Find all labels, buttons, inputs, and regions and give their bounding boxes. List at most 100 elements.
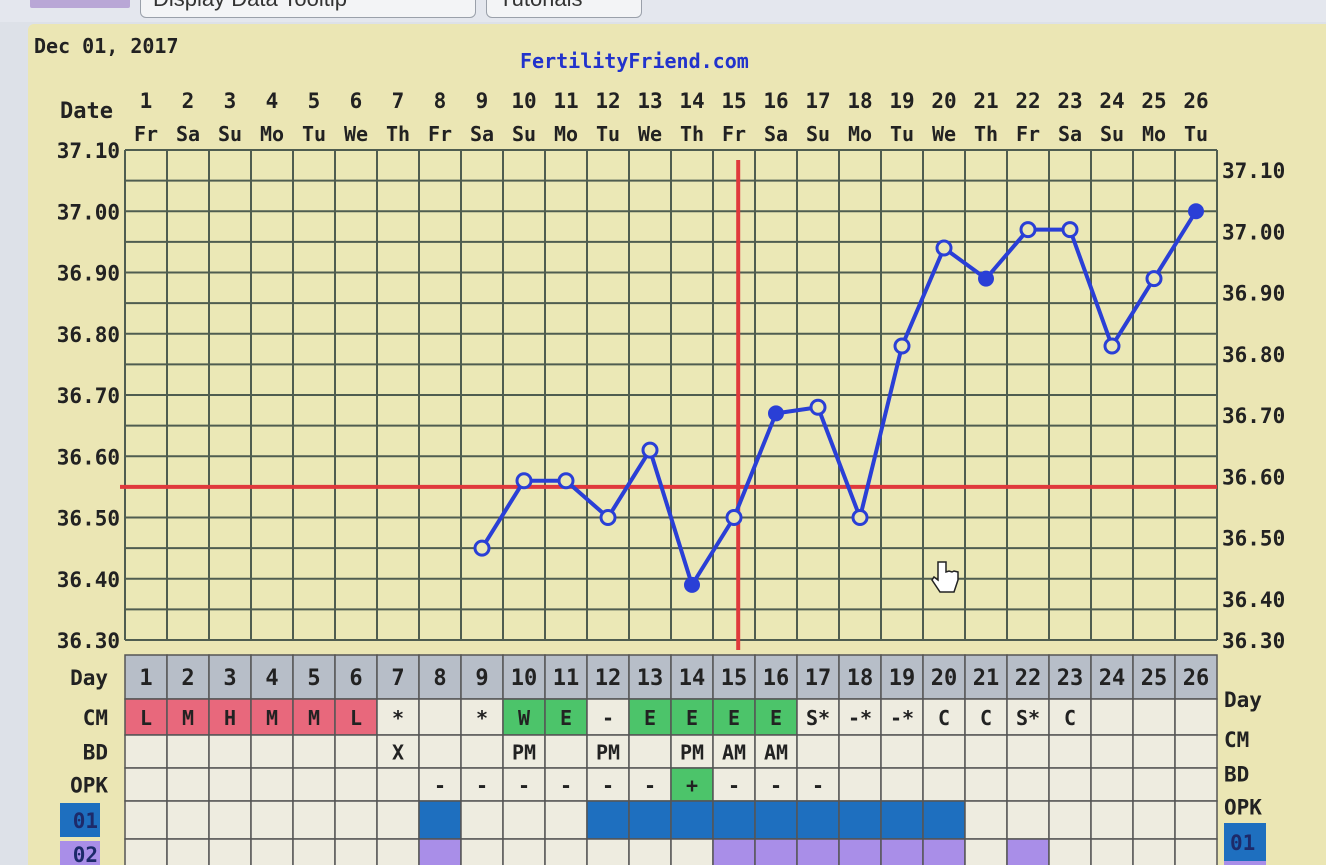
r02-cell — [460, 838, 504, 865]
cm-cell-text: * — [476, 706, 488, 730]
bd-cell — [754, 734, 798, 769]
cm-cell-text: M — [308, 706, 320, 730]
day-cell — [964, 654, 1008, 700]
r01-cell — [1174, 800, 1218, 840]
y-tick-label-right: 36.50 — [1222, 527, 1285, 551]
cm-cell-text: -* — [848, 706, 872, 730]
y-tick-label-left: 36.50 — [57, 507, 120, 531]
y-tick-label-right: 37.10 — [1222, 159, 1285, 183]
opk-cell — [334, 767, 378, 802]
date-tick-label: 17 — [805, 89, 830, 113]
r02-cell — [1048, 838, 1092, 865]
day-cell-text: 22 — [1015, 666, 1042, 691]
r02-cell — [376, 838, 420, 865]
r02-cell — [796, 838, 840, 865]
display-data-tooltip-button[interactable]: Display Data Tooltip — [140, 0, 476, 18]
day-cell — [670, 654, 714, 700]
r01-cell — [586, 800, 630, 840]
cm-cell — [1048, 698, 1092, 736]
tutorials-button[interactable]: Tutorials — [486, 0, 642, 18]
bd-cell — [880, 734, 924, 769]
opk-cell-text: - — [812, 774, 824, 798]
bd-row-label-right: BD — [1224, 763, 1249, 787]
chart-start-date: Dec 01, 2017 — [34, 34, 179, 58]
day-cell-text: 16 — [763, 666, 790, 691]
temperature-point — [1061, 221, 1079, 239]
weekday-label: Sa — [1058, 122, 1082, 146]
r02-cell — [124, 838, 168, 865]
day-cell-text: 21 — [973, 666, 1000, 691]
day-cell-text: 18 — [847, 666, 874, 691]
r01-cell — [754, 800, 798, 840]
r02-cell — [586, 838, 630, 865]
opk-cell — [1132, 767, 1176, 802]
date-tick-label: 26 — [1183, 89, 1208, 113]
opk-cell — [880, 767, 924, 802]
weekday-label: Mo — [1142, 122, 1166, 146]
opk-cell — [1090, 767, 1134, 802]
bd-cell — [124, 734, 168, 769]
weekday-label: We — [932, 122, 956, 146]
r01-cell — [712, 800, 756, 840]
opk-cell — [1174, 767, 1218, 802]
cm-cell-text: C — [980, 706, 992, 730]
opk-row-label-right: OPK — [1224, 796, 1262, 820]
opk-cell — [460, 767, 504, 802]
r02-cell — [1174, 838, 1218, 865]
date-tick-label: 25 — [1141, 89, 1166, 113]
weekday-label: Mo — [260, 122, 284, 146]
cm-cell-text: E — [770, 706, 782, 730]
weekday-label: Tu — [302, 122, 326, 146]
bd-cell — [208, 734, 252, 769]
bd-cell — [964, 734, 1008, 769]
cm-cell-text: E — [560, 706, 572, 730]
opk-cell — [292, 767, 336, 802]
r01-cell — [292, 800, 336, 840]
r01-cell — [628, 800, 672, 840]
r01-cell — [838, 800, 882, 840]
cm-cell — [418, 698, 462, 736]
date-tick-label: 19 — [889, 89, 914, 113]
bd-cell-text: AM — [722, 741, 746, 765]
r01-cell — [922, 800, 966, 840]
tab-chip[interactable] — [30, 0, 130, 8]
r01-cell — [418, 800, 462, 840]
r02-cell — [1090, 838, 1134, 865]
bd-cell — [1048, 734, 1092, 769]
date-tick-label: 13 — [637, 89, 662, 113]
day-cell-text: 4 — [265, 666, 278, 691]
r02-cell — [964, 838, 1008, 865]
r01-cell — [880, 800, 924, 840]
temperature-point — [935, 239, 953, 257]
day-cell-text: 19 — [889, 666, 916, 691]
opk-cell-text: - — [644, 774, 656, 798]
day-cell-text: 24 — [1099, 666, 1126, 691]
r02-cell — [250, 838, 294, 865]
day-cell — [502, 654, 546, 700]
day-cell-text: 23 — [1057, 666, 1084, 691]
r02-cell — [670, 838, 714, 865]
temperature-point — [725, 509, 743, 526]
bd-cell-text: PM — [680, 741, 704, 765]
r01-cell — [544, 800, 588, 840]
cm-cell-text: - — [602, 706, 614, 730]
weekday-label: Tu — [596, 122, 620, 146]
r01-cell — [502, 800, 546, 840]
date-tick-label: 12 — [595, 89, 620, 113]
cm-cell — [880, 698, 924, 736]
r02-cell — [1006, 838, 1050, 865]
temperature-point — [684, 576, 700, 593]
day-cell-text: 15 — [721, 666, 748, 691]
weekday-label: Sa — [176, 122, 200, 146]
day-cell-text: 6 — [349, 666, 362, 691]
day-cell-text: 12 — [595, 666, 622, 691]
day-cell-text: 7 — [391, 666, 404, 691]
bd-cell — [838, 734, 882, 769]
opk-cell — [754, 767, 798, 802]
bd-cell — [250, 734, 294, 769]
r01-row-label-right: 01 — [1230, 831, 1255, 855]
cm-cell-text: H — [224, 706, 236, 730]
bd-cell — [1006, 734, 1050, 769]
opk-cell — [250, 767, 294, 802]
